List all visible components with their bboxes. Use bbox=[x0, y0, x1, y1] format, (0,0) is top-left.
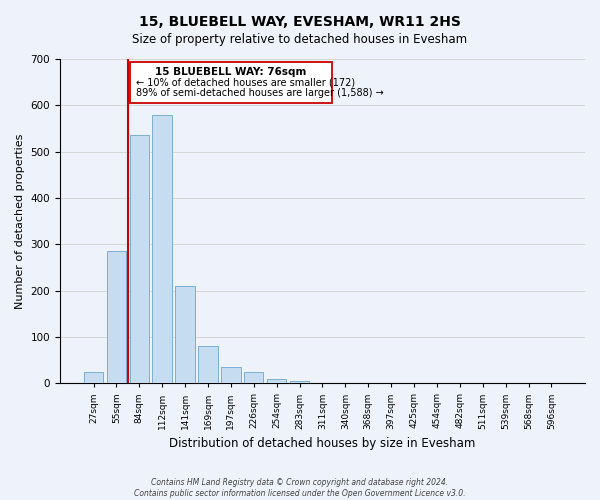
Text: 15, BLUEBELL WAY, EVESHAM, WR11 2HS: 15, BLUEBELL WAY, EVESHAM, WR11 2HS bbox=[139, 15, 461, 29]
Text: Contains HM Land Registry data © Crown copyright and database right 2024.
Contai: Contains HM Land Registry data © Crown c… bbox=[134, 478, 466, 498]
Text: 89% of semi-detached houses are larger (1,588) →: 89% of semi-detached houses are larger (… bbox=[136, 88, 383, 98]
Y-axis label: Number of detached properties: Number of detached properties bbox=[15, 134, 25, 309]
Bar bbox=[84, 372, 103, 384]
Bar bbox=[221, 367, 241, 384]
Bar bbox=[107, 251, 126, 384]
X-axis label: Distribution of detached houses by size in Evesham: Distribution of detached houses by size … bbox=[169, 437, 476, 450]
Bar bbox=[198, 346, 218, 384]
Text: ← 10% of detached houses are smaller (172): ← 10% of detached houses are smaller (17… bbox=[136, 78, 355, 88]
FancyBboxPatch shape bbox=[130, 62, 332, 103]
Bar bbox=[130, 136, 149, 384]
Text: Size of property relative to detached houses in Evesham: Size of property relative to detached ho… bbox=[133, 32, 467, 46]
Bar bbox=[244, 372, 263, 384]
Bar bbox=[175, 286, 195, 384]
Bar bbox=[267, 378, 286, 384]
Text: 15 BLUEBELL WAY: 76sqm: 15 BLUEBELL WAY: 76sqm bbox=[155, 67, 307, 77]
Bar bbox=[152, 114, 172, 384]
Bar bbox=[290, 381, 309, 384]
